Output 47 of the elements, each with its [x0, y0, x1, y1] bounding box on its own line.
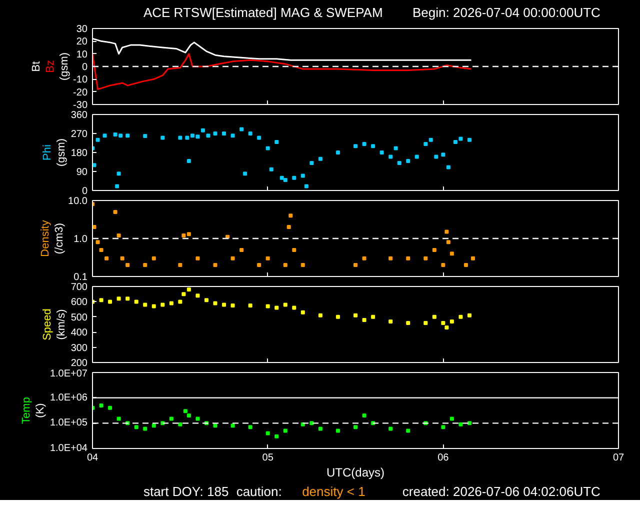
- y-axis-title: (gsm): [56, 138, 68, 167]
- chart-subtitle: Begin: 2026-07-04 00:00:00UTC: [412, 5, 600, 20]
- text: Temp: [20, 397, 32, 424]
- y-tick-label: 10: [76, 49, 88, 60]
- y-tick-label: 200: [70, 358, 88, 369]
- text: start DOY: 185: [143, 484, 229, 499]
- y-tick-label: 400: [70, 328, 88, 339]
- text: created: 2026-07-06 04:02:06UTC: [402, 484, 600, 499]
- y-tick-label: 180: [70, 148, 88, 159]
- y-tick-label: 20: [76, 36, 88, 48]
- y-tick-label: 270: [70, 129, 88, 140]
- y-tick-label: 0: [82, 62, 88, 73]
- y-tick-label: -30: [73, 100, 88, 111]
- y-tick-label: 1.0: [74, 234, 88, 245]
- y-tick-label: 300: [70, 342, 88, 354]
- y-tick-label: 0.1: [74, 272, 88, 283]
- y-axis-title: (K): [34, 403, 46, 418]
- y-tick-label: 0: [82, 186, 88, 197]
- y-tick-label: -20: [73, 87, 88, 98]
- y-tick-label: 30: [76, 24, 88, 35]
- text: Phi: [42, 144, 54, 160]
- y-axis-title: (km/s): [56, 309, 68, 340]
- y-tick-label: 360: [70, 110, 88, 121]
- text: Bz: [44, 60, 56, 73]
- chart-title: ACE RTSW[Estimated] MAG & SWEPAM: [143, 5, 383, 20]
- y-axis-title: (gsm): [58, 52, 70, 81]
- y-tick-label: 1.0E+04: [50, 443, 88, 454]
- text: Density: [40, 220, 52, 257]
- text: Bt: [30, 61, 42, 72]
- y-tick-label: 700: [70, 282, 88, 293]
- y-tick-label: 500: [70, 312, 88, 324]
- x-tick-label: 05: [262, 452, 274, 464]
- y-tick-label: 1.0E+06: [50, 392, 88, 404]
- y-tick-label: 10.0: [68, 196, 88, 207]
- x-axis-title: UTC(days): [326, 466, 385, 480]
- y-axis-title: (/cm3): [54, 222, 66, 254]
- text: Speed: [42, 308, 54, 340]
- y-tick-label: 1.0E+07: [50, 368, 88, 380]
- y-tick-label: 1.0E+05: [50, 418, 88, 429]
- x-tick-label: 07: [612, 452, 624, 464]
- x-tick-label: 04: [86, 452, 98, 464]
- text: density < 1: [302, 484, 366, 499]
- x-tick-label: 06: [438, 452, 450, 464]
- y-tick-label: -10: [73, 74, 88, 86]
- y-tick-label: 90: [76, 167, 88, 178]
- text: caution:: [236, 484, 282, 499]
- y-tick-label: 600: [70, 297, 88, 308]
